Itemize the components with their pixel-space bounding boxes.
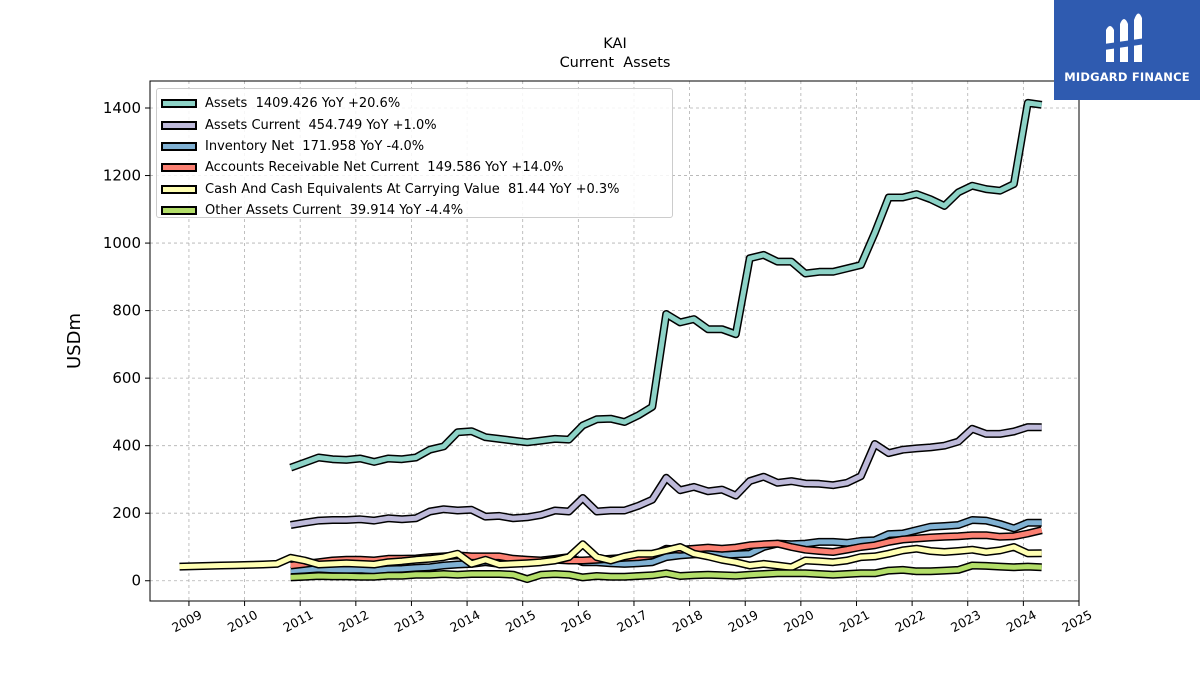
x-tick-label: 2022 — [892, 607, 927, 635]
x-tick-label: 2018 — [670, 607, 705, 635]
chart-subtitle: Current Assets — [560, 55, 671, 71]
legend-label-cash: Cash And Cash Equivalents At Carrying Va… — [205, 181, 620, 197]
x-tick-label: 2009 — [169, 607, 204, 635]
legend-swatch-other-assets — [161, 206, 197, 216]
series-line-assets-current — [290, 424, 1042, 528]
brand-logo: MIDGARD FINANCE — [1054, 0, 1200, 100]
y-tick-label: 600 — [112, 369, 141, 387]
y-tick-label: 200 — [112, 504, 141, 522]
y-tick-label: 1400 — [103, 99, 141, 117]
x-tick-label: 2023 — [948, 607, 983, 635]
y-tick-label: 1200 — [103, 167, 141, 185]
x-tick-label: 2011 — [281, 607, 316, 635]
legend-swatch-cash — [161, 184, 197, 194]
x-tick-label: 2013 — [392, 607, 427, 635]
x-tick-label: 2012 — [336, 607, 371, 635]
series-lines — [179, 98, 1043, 584]
legend-item-cash: Cash And Cash Equivalents At Carrying Va… — [157, 179, 672, 200]
x-tick-label: 2017 — [614, 607, 649, 635]
series-line-cash-and-cash-equivalents-at-carrying-value — [179, 541, 1042, 570]
series-line-inventory-net — [290, 517, 1042, 574]
x-tick-label: 2024 — [1004, 607, 1039, 635]
legend-swatch-assets — [161, 99, 197, 109]
y-tick-label: 800 — [112, 302, 141, 320]
legend-item-assets-current: Assets Current 454.749 YoY +1.0% — [157, 114, 672, 135]
x-tick-label: 2019 — [726, 607, 761, 635]
series-line-other-assets-current — [290, 563, 1042, 582]
plot-frame — [149, 80, 1080, 602]
legend-label-other-assets: Other Assets Current 39.914 YoY -4.4% — [205, 203, 464, 219]
x-tick-label: 2014 — [447, 607, 482, 635]
legend-item-other-assets: Other Assets Current 39.914 YoY -4.4% — [157, 200, 672, 221]
legend-label-assets: Assets 1409.426 YoY +20.6% — [205, 96, 401, 112]
legend-item-inventory-net: Inventory Net 171.958 YoY -4.0% — [157, 136, 672, 157]
x-tick-label: 2025 — [1059, 607, 1094, 635]
chart-title: KAI — [603, 36, 626, 52]
legend-swatch-inventory-net — [161, 141, 197, 151]
legend-item-accounts-receivable: Accounts Receivable Net Current 149.586 … — [157, 157, 672, 178]
y-tick-label: 400 — [112, 437, 141, 455]
legend: Assets 1409.426 YoY +20.6% Assets Curren… — [156, 88, 673, 218]
x-tick-label: 2015 — [503, 607, 538, 635]
x-tick-label: 2020 — [781, 607, 816, 635]
legend-label-inventory-net: Inventory Net 171.958 YoY -4.0% — [205, 138, 425, 154]
legend-label-accounts-receivable: Accounts Receivable Net Current 149.586 … — [205, 160, 564, 176]
x-tick-label: 2010 — [225, 607, 260, 635]
midgard-logo-icon — [1104, 13, 1146, 63]
brand-name: MIDGARD FINANCE — [1064, 70, 1190, 84]
legend-swatch-accounts-receivable — [161, 163, 197, 173]
y-tick-label: 1000 — [103, 234, 141, 252]
legend-swatch-assets-current — [161, 120, 197, 130]
legend-label-assets-current: Assets Current 454.749 YoY +1.0% — [205, 117, 437, 133]
x-tick-label: 2021 — [837, 607, 872, 635]
legend-item-assets: Assets 1409.426 YoY +20.6% — [157, 93, 672, 114]
series-line-assets — [289, 100, 1043, 470]
x-tick-label: 2016 — [559, 607, 594, 635]
y-tick-label: 0 — [131, 572, 141, 590]
y-axis-label: USDm — [64, 313, 85, 369]
